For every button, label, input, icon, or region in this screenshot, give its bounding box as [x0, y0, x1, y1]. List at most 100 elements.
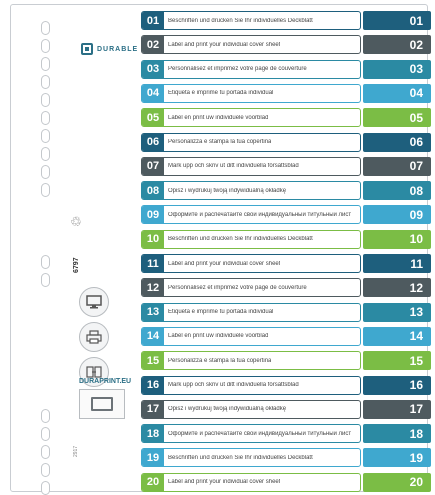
row-number: 16: [142, 376, 164, 394]
index-row[interactable]: 06 Personalizza e stampa la tua copertina…: [141, 132, 433, 152]
screen-icon: [91, 397, 113, 411]
index-tab[interactable]: 11: [363, 254, 431, 273]
index-row[interactable]: 09 Оформите и распечатайте свой индивидуа…: [141, 205, 433, 225]
punch-hole: [41, 481, 50, 495]
row-number: 06: [142, 133, 164, 151]
punch-hole: [41, 39, 50, 53]
row-number: 07: [142, 157, 164, 175]
index-row[interactable]: 10 Beschriften und drucken Sie Ihr indivi…: [141, 229, 433, 249]
index-sheet: DURABLE ♲ 6797 DURAPRINT.EU 2917 01 Besch…: [10, 4, 431, 495]
punch-hole: [41, 463, 50, 477]
row-number: 04: [142, 84, 164, 102]
index-tab[interactable]: 09: [363, 205, 431, 225]
row-text: Mark upp och skriv ut ditt individuella …: [168, 163, 299, 170]
row-number: 12: [142, 279, 164, 297]
index-row[interactable]: 08 Opisz i wydrukuj twoją indywidualną ok…: [141, 181, 433, 201]
punch-hole: [41, 445, 50, 459]
row-label-field[interactable]: 05 Label en print uw individuele voorblad: [141, 108, 361, 128]
row-number: 19: [142, 449, 164, 467]
punch-hole: [41, 427, 50, 441]
row-label-field[interactable]: 16 Mark upp och skriv ut ditt individuell…: [141, 375, 361, 395]
row-label-field[interactable]: 12 Personnalisez et imprimez votre page d…: [141, 278, 361, 298]
index-row[interactable]: 17 Opisz i wydrukuj twoją indywidualną ok…: [141, 399, 433, 419]
index-row[interactable]: 02 Label and print your individual cover …: [141, 35, 433, 55]
article-number: 6797: [73, 257, 80, 273]
index-tab[interactable]: 03: [363, 59, 431, 79]
row-label-field[interactable]: 20 Label and print your individual cover …: [141, 472, 361, 492]
index-tab[interactable]: 18: [363, 424, 431, 444]
row-number: 01: [142, 12, 164, 29]
logo-mark-icon: [81, 43, 93, 55]
row-number: 15: [142, 352, 164, 370]
row-label-field[interactable]: 11 Label and print your individual cover …: [141, 254, 361, 273]
index-row[interactable]: 15 Personalizza e stampa la tua copertina…: [141, 351, 433, 371]
brand-logo: DURABLE: [81, 43, 138, 55]
row-label-field[interactable]: 01 Beschriften und drucken Sie Ihr indivi…: [141, 11, 361, 30]
row-label-field[interactable]: 08 Opisz i wydrukuj twoją indywidualną ok…: [141, 181, 361, 201]
index-row[interactable]: 07 Mark upp och skriv ut ditt individuell…: [141, 156, 433, 176]
punch-holes: [35, 11, 53, 495]
index-row[interactable]: 13 Etiqueta e imprime tu portada individu…: [141, 302, 433, 322]
row-label-field[interactable]: 07 Mark upp och skriv ut ditt individuell…: [141, 156, 361, 176]
index-row[interactable]: 12 Personnalisez et imprimez votre page d…: [141, 278, 433, 298]
row-label-field[interactable]: 19 Beschriften und drucken Sie Ihr indivi…: [141, 448, 361, 468]
index-row[interactable]: 05 Label en print uw individuele voorblad…: [141, 108, 433, 128]
index-tab[interactable]: 15: [363, 351, 431, 371]
row-number: 09: [142, 206, 164, 224]
row-label-field[interactable]: 13 Etiqueta e imprime tu portada individu…: [141, 302, 361, 322]
row-label-field[interactable]: 15 Personalizza e stampa la tua copertina: [141, 351, 361, 371]
row-label-field[interactable]: 02 Label and print your individual cover …: [141, 35, 361, 55]
row-number: 02: [142, 36, 164, 54]
index-row[interactable]: 03 Personnalisez et imprimez votre page d…: [141, 59, 433, 79]
row-text: Label and print your individual cover sh…: [168, 479, 281, 486]
punch-hole: [41, 111, 50, 125]
index-tab[interactable]: 08: [363, 181, 431, 201]
index-tab[interactable]: 14: [363, 326, 431, 346]
index-tab[interactable]: 17: [363, 399, 431, 419]
row-label-field[interactable]: 09 Оформите и распечатайте свой индивидуа…: [141, 205, 361, 225]
row-label-field[interactable]: 04 Etiqueta e imprime tu portada individu…: [141, 83, 361, 103]
index-tab[interactable]: 10: [363, 229, 431, 249]
row-text: Label en print uw individuele voorblad: [168, 114, 269, 121]
index-row[interactable]: 19 Beschriften und drucken Sie Ihr indivi…: [141, 448, 433, 468]
row-text: Opisz i wydrukuj twoją indywidualną okła…: [168, 187, 287, 194]
index-row[interactable]: 01 Beschriften und drucken Sie Ihr indivi…: [141, 11, 433, 30]
row-label-field[interactable]: 14 Label en print uw individuele voorblad: [141, 326, 361, 346]
index-row[interactable]: 04 Etiqueta e imprime tu portada individu…: [141, 83, 433, 103]
row-label-field[interactable]: 06 Personalizza e stampa la tua copertina: [141, 132, 361, 152]
index-tab[interactable]: 20: [363, 472, 431, 492]
row-number: 10: [142, 230, 164, 248]
index-tab[interactable]: 07: [363, 156, 431, 176]
index-tab[interactable]: 12: [363, 278, 431, 298]
index-tab[interactable]: 02: [363, 35, 431, 55]
index-tab[interactable]: 13: [363, 302, 431, 322]
row-text: Оформите и распечатайте свой индивидуаль…: [168, 211, 352, 218]
index-row[interactable]: 11 Label and print your individual cover …: [141, 254, 433, 273]
row-number: 20: [142, 473, 164, 491]
index-tab[interactable]: 16: [363, 375, 431, 395]
index-tab[interactable]: 01: [363, 11, 431, 30]
index-row[interactable]: 16 Mark upp och skriv ut ditt individuell…: [141, 375, 433, 395]
index-tab[interactable]: 05: [363, 108, 431, 128]
index-tab[interactable]: 06: [363, 132, 431, 152]
index-row[interactable]: 14 Label en print uw individuele voorblad…: [141, 326, 433, 346]
punch-hole: [41, 147, 50, 161]
index-row[interactable]: 18 Оформите и распечатайте свой индивидуа…: [141, 424, 433, 444]
index-row[interactable]: 20 Label and print your individual cover …: [141, 472, 433, 492]
row-text: Beschriften und drucken Sie Ihr individu…: [168, 236, 313, 243]
punch-hole: [41, 57, 50, 71]
row-label-field[interactable]: 03 Personnalisez et imprimez votre page d…: [141, 59, 361, 79]
row-label-field[interactable]: 18 Оформите и распечатайте свой индивидуа…: [141, 424, 361, 444]
index-tab[interactable]: 04: [363, 83, 431, 103]
row-number: 03: [142, 60, 164, 78]
index-tab[interactable]: 19: [363, 448, 431, 468]
row-text: Etiqueta e imprime tu portada individual: [168, 90, 274, 97]
row-text: Label en print uw individuele voorblad: [168, 333, 269, 340]
monitor-icon: [79, 287, 109, 317]
punch-hole: [41, 273, 50, 287]
row-text: Beschriften und drucken Sie Ihr individu…: [168, 17, 313, 24]
row-label-field[interactable]: 17 Opisz i wydrukuj twoją indywidualną ok…: [141, 399, 361, 419]
row-label-field[interactable]: 10 Beschriften und drucken Sie Ihr indivi…: [141, 229, 361, 249]
punch-hole: [41, 75, 50, 89]
logo-text: DURABLE: [97, 45, 139, 53]
